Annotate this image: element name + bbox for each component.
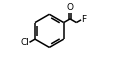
Text: F: F xyxy=(81,15,86,24)
Text: Cl: Cl xyxy=(20,38,29,47)
Text: O: O xyxy=(66,3,73,12)
